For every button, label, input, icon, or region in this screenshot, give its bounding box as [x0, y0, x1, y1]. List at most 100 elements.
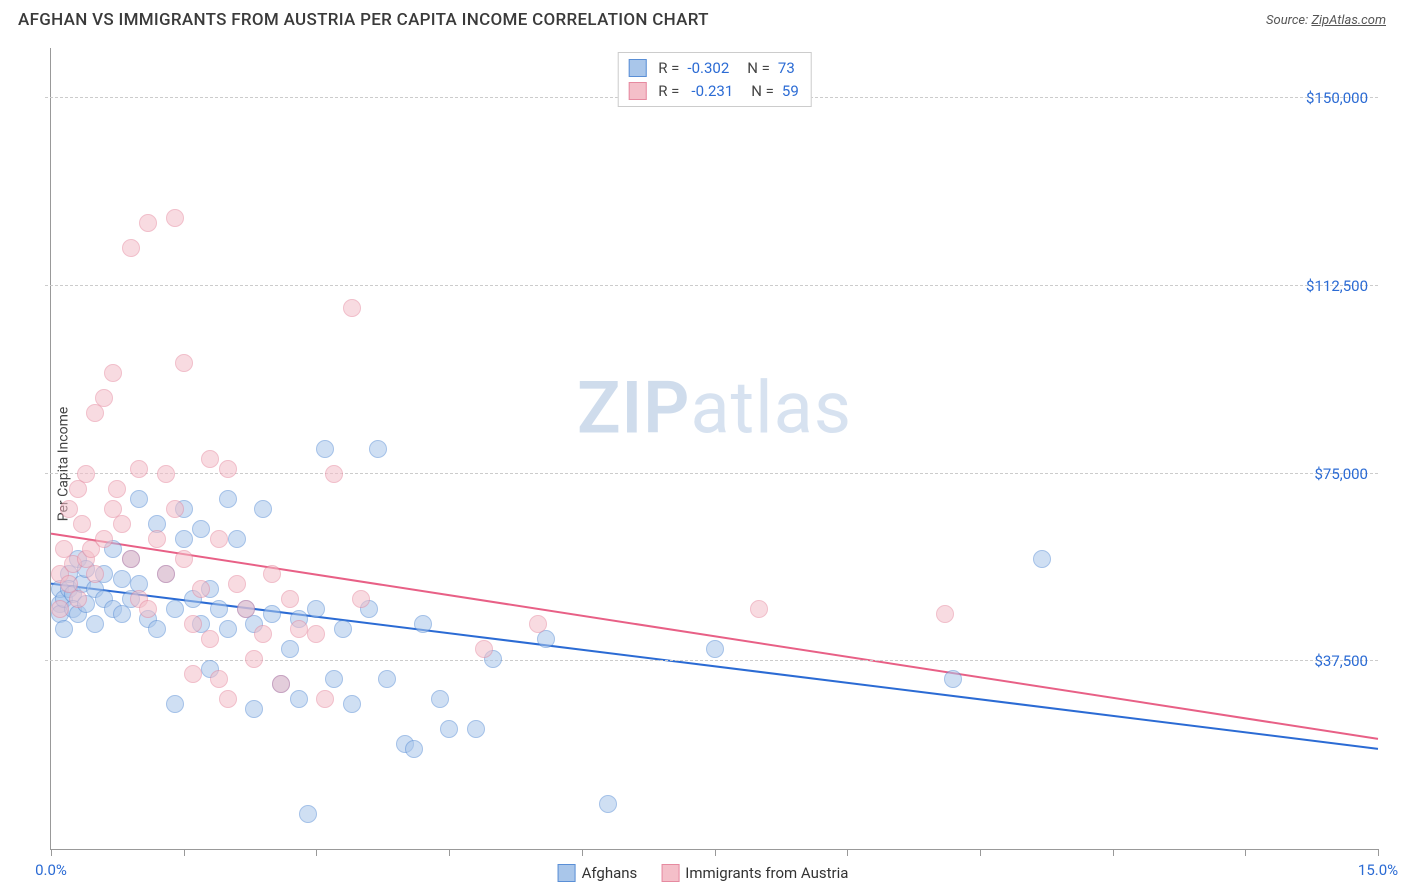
source-link[interactable]: ZipAtlas.com	[1311, 13, 1386, 28]
legend-series: Afghans Immigrants from Austria	[558, 864, 849, 882]
data-point-austria[interactable]	[475, 640, 493, 658]
data-point-afghans[interactable]	[130, 490, 148, 508]
data-point-afghans[interactable]	[290, 690, 308, 708]
data-point-austria[interactable]	[73, 515, 91, 533]
data-point-austria[interactable]	[936, 605, 954, 623]
data-point-austria[interactable]	[122, 239, 140, 257]
watermark: ZIPatlas	[577, 366, 852, 451]
x-tick	[715, 849, 716, 856]
data-point-austria[interactable]	[219, 460, 237, 478]
data-point-afghans[interactable]	[55, 620, 73, 638]
y-tick-label: $75,000	[1314, 465, 1368, 483]
data-point-afghans[interactable]	[192, 520, 210, 538]
data-point-afghans[interactable]	[343, 695, 361, 713]
data-point-austria[interactable]	[175, 354, 193, 372]
data-point-austria[interactable]	[139, 214, 157, 232]
data-point-afghans[interactable]	[706, 640, 724, 658]
data-point-austria[interactable]	[316, 690, 334, 708]
data-point-austria[interactable]	[77, 465, 95, 483]
data-point-afghans[interactable]	[148, 620, 166, 638]
data-point-austria[interactable]	[272, 675, 290, 693]
data-point-austria[interactable]	[157, 465, 175, 483]
data-point-austria[interactable]	[210, 670, 228, 688]
data-point-austria[interactable]	[148, 530, 166, 548]
data-point-afghans[interactable]	[299, 805, 317, 823]
data-point-afghans[interactable]	[175, 530, 193, 548]
data-point-austria[interactable]	[95, 530, 113, 548]
y-tick-label: $37,500	[1314, 652, 1368, 670]
data-point-afghans[interactable]	[1033, 550, 1051, 568]
data-point-afghans[interactable]	[307, 600, 325, 618]
data-point-austria[interactable]	[86, 565, 104, 583]
data-point-austria[interactable]	[254, 625, 272, 643]
data-point-afghans[interactable]	[467, 720, 485, 738]
data-point-afghans[interactable]	[316, 440, 334, 458]
data-point-afghans[interactable]	[325, 670, 343, 688]
data-point-afghans[interactable]	[281, 640, 299, 658]
x-tick	[1245, 849, 1246, 856]
data-point-austria[interactable]	[281, 590, 299, 608]
data-point-austria[interactable]	[122, 550, 140, 568]
r-value-1: -0.302	[687, 57, 729, 80]
data-point-afghans[interactable]	[254, 500, 272, 518]
data-point-austria[interactable]	[307, 625, 325, 643]
data-point-austria[interactable]	[113, 515, 131, 533]
data-point-austria[interactable]	[245, 650, 263, 668]
data-point-austria[interactable]	[325, 465, 343, 483]
data-point-austria[interactable]	[108, 480, 126, 498]
data-point-austria[interactable]	[175, 550, 193, 568]
data-point-afghans[interactable]	[334, 620, 352, 638]
data-point-afghans[interactable]	[166, 695, 184, 713]
data-point-austria[interactable]	[69, 590, 87, 608]
data-point-austria[interactable]	[343, 299, 361, 317]
data-point-austria[interactable]	[219, 690, 237, 708]
data-point-afghans[interactable]	[166, 600, 184, 618]
data-point-afghans[interactable]	[219, 490, 237, 508]
data-point-austria[interactable]	[157, 565, 175, 583]
data-point-austria[interactable]	[352, 590, 370, 608]
data-point-afghans[interactable]	[369, 440, 387, 458]
data-point-afghans[interactable]	[431, 690, 449, 708]
data-point-afghans[interactable]	[219, 620, 237, 638]
x-tick-label: 15.0%	[1358, 861, 1398, 879]
swatch-austria	[628, 82, 646, 100]
x-tick	[1378, 849, 1379, 856]
data-point-austria[interactable]	[139, 600, 157, 618]
data-point-austria[interactable]	[184, 615, 202, 633]
data-point-austria[interactable]	[95, 389, 113, 407]
data-point-austria[interactable]	[201, 630, 219, 648]
data-point-austria[interactable]	[166, 500, 184, 518]
data-point-afghans[interactable]	[599, 795, 617, 813]
gridline	[45, 473, 1378, 474]
x-tick	[316, 849, 317, 856]
data-point-afghans[interactable]	[263, 605, 281, 623]
data-point-austria[interactable]	[130, 460, 148, 478]
data-point-austria[interactable]	[228, 575, 246, 593]
data-point-austria[interactable]	[51, 600, 69, 618]
data-point-afghans[interactable]	[378, 670, 396, 688]
data-point-austria[interactable]	[104, 364, 122, 382]
data-point-austria[interactable]	[263, 565, 281, 583]
data-point-austria[interactable]	[166, 209, 184, 227]
data-point-afghans[interactable]	[113, 570, 131, 588]
data-point-austria[interactable]	[184, 665, 202, 683]
data-point-afghans[interactable]	[537, 630, 555, 648]
data-point-afghans[interactable]	[414, 615, 432, 633]
swatch-afghans	[628, 59, 646, 77]
data-point-austria[interactable]	[210, 530, 228, 548]
data-point-austria[interactable]	[529, 615, 547, 633]
data-point-afghans[interactable]	[86, 615, 104, 633]
data-point-austria[interactable]	[201, 450, 219, 468]
data-point-austria[interactable]	[237, 600, 255, 618]
data-point-afghans[interactable]	[245, 700, 263, 718]
watermark-zip: ZIP	[577, 366, 690, 451]
data-point-austria[interactable]	[192, 580, 210, 598]
data-point-afghans[interactable]	[210, 600, 228, 618]
data-point-afghans[interactable]	[405, 740, 423, 758]
data-point-afghans[interactable]	[944, 670, 962, 688]
data-point-afghans[interactable]	[440, 720, 458, 738]
data-point-austria[interactable]	[750, 600, 768, 618]
data-point-afghans[interactable]	[228, 530, 246, 548]
data-point-austria[interactable]	[290, 620, 308, 638]
data-point-austria[interactable]	[60, 500, 78, 518]
